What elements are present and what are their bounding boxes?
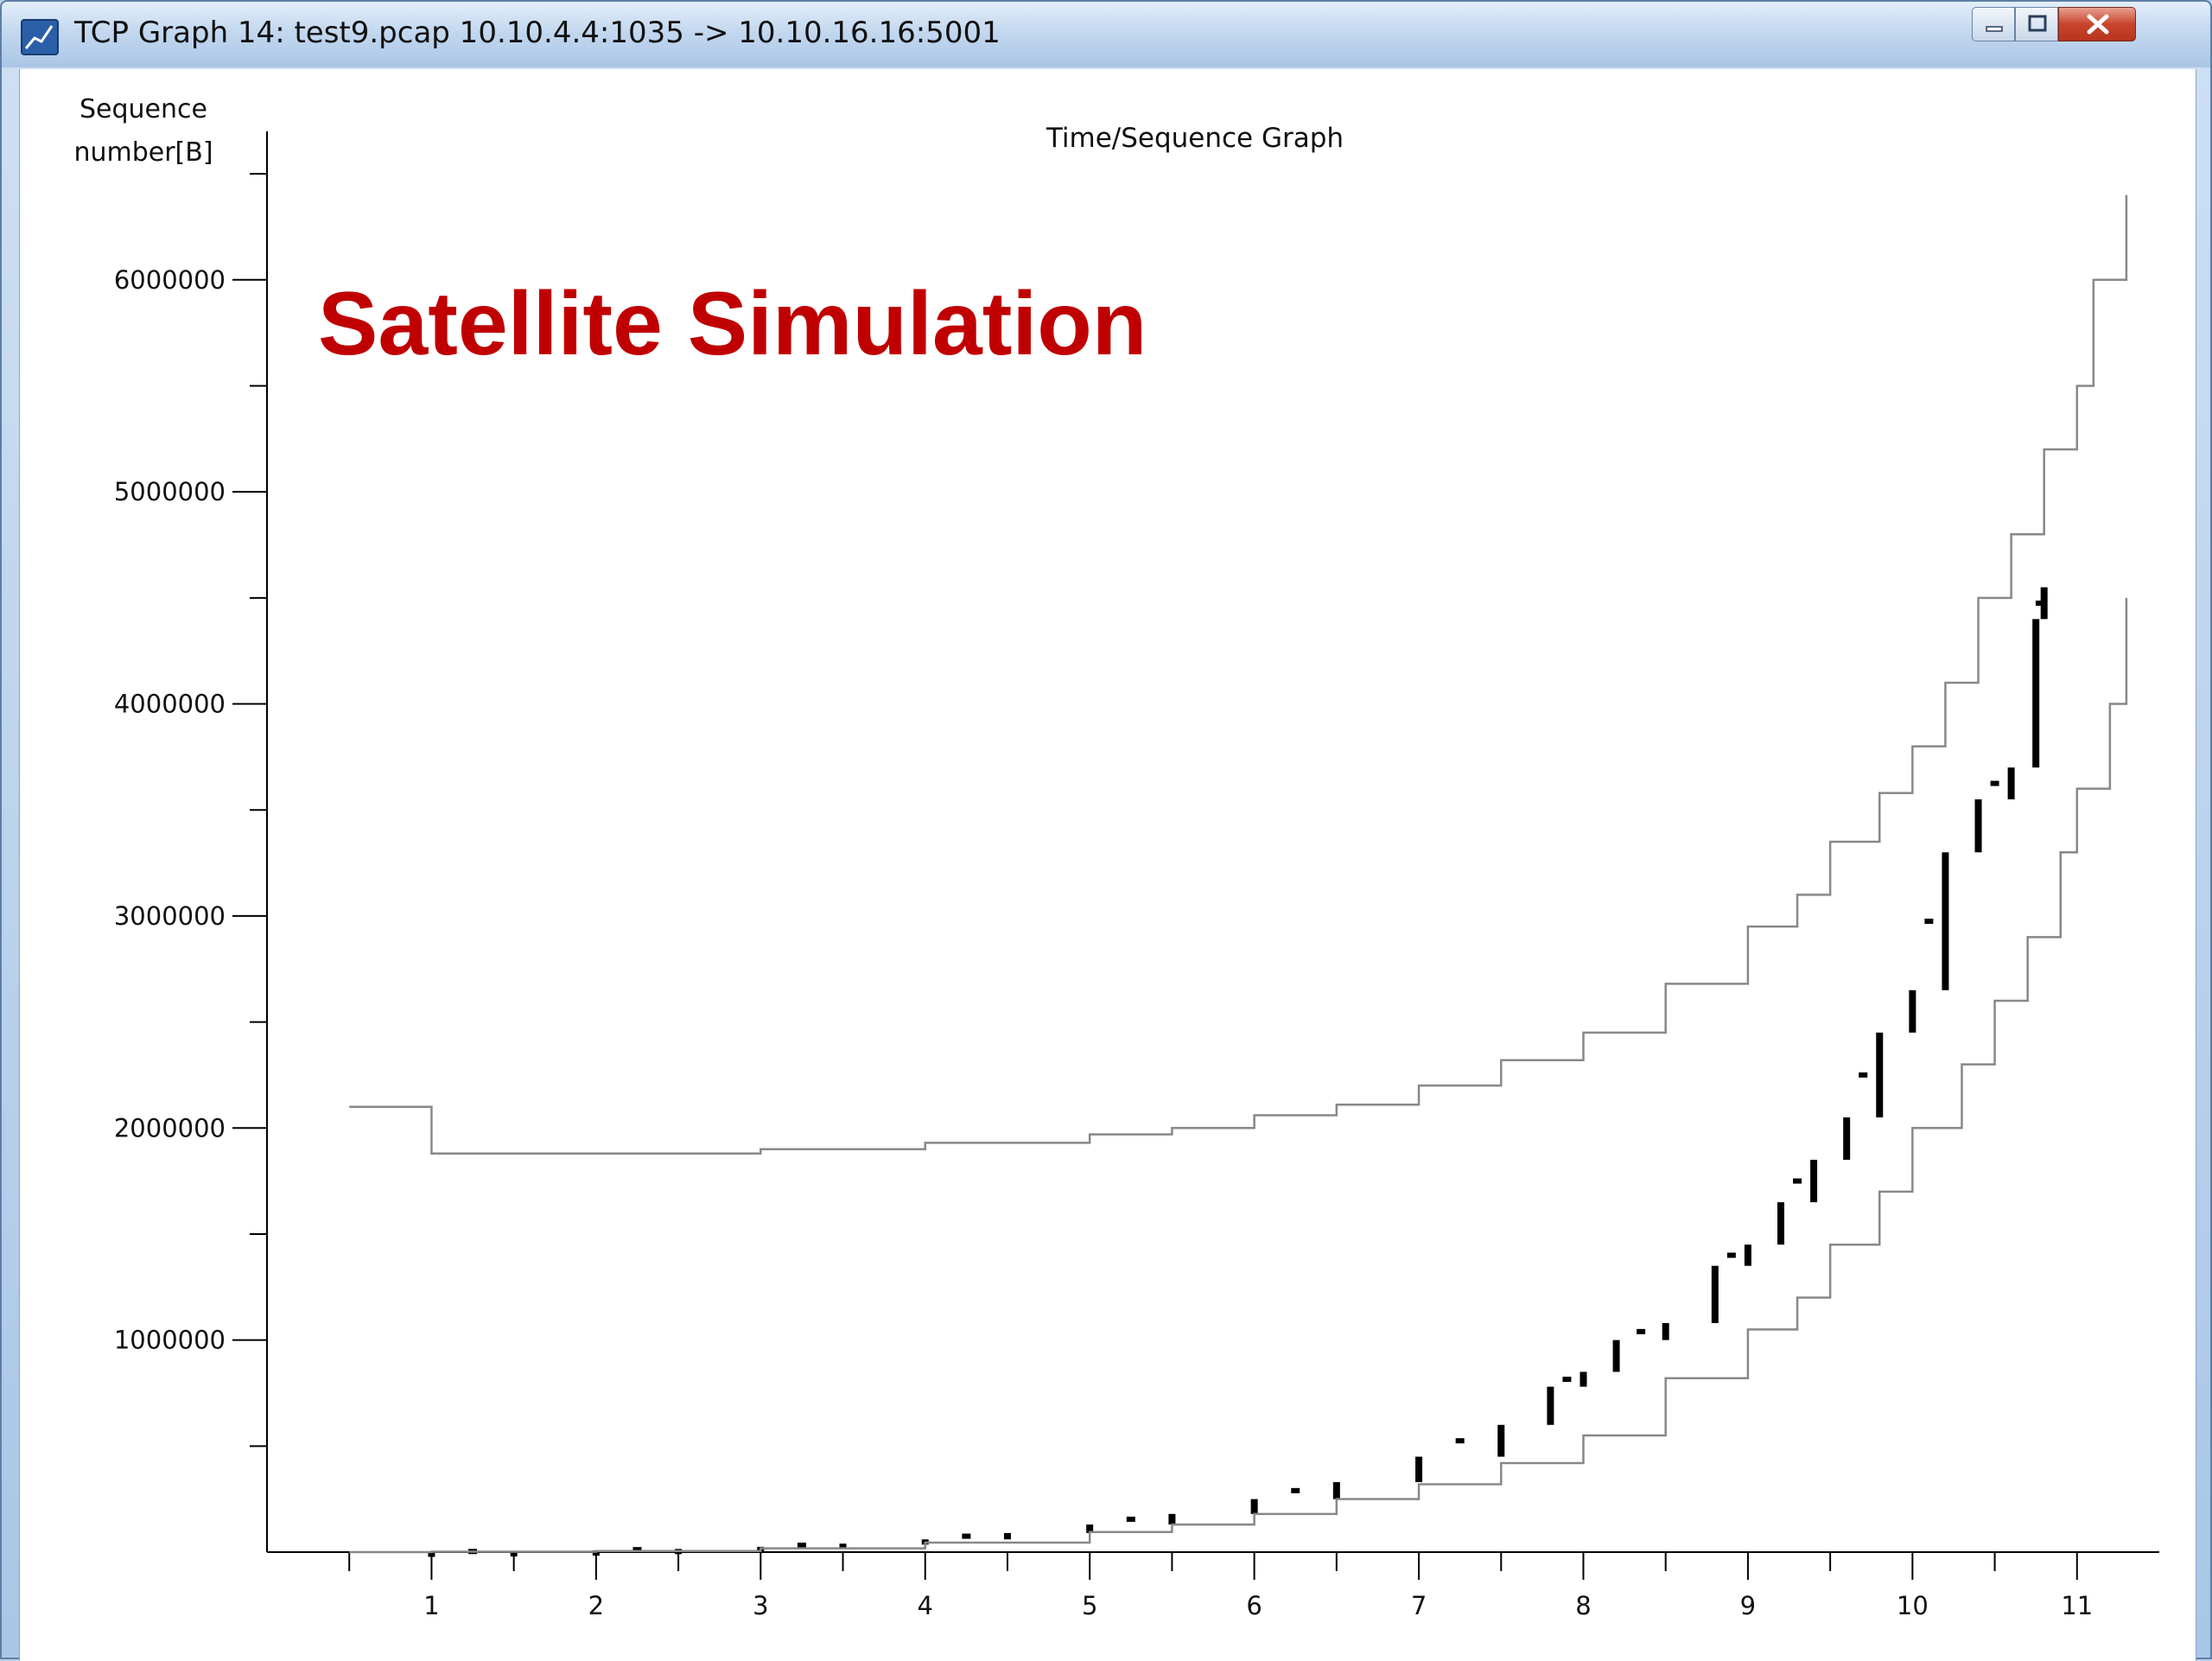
data-segment-dot — [2035, 600, 2044, 606]
title-bar[interactable]: TCP Graph 14: test9.pcap 10.10.4.4:1035 … — [2, 2, 2210, 67]
x-tick-label-2: 2 — [588, 1591, 604, 1620]
close-button[interactable] — [2058, 7, 2136, 41]
x-tick-label-10: 10 — [1897, 1591, 1929, 1620]
series-window-line — [349, 194, 2128, 1155]
data-segment — [1415, 1456, 1423, 1483]
data-segment — [1580, 1371, 1587, 1387]
data-segment-dot — [1637, 1328, 1646, 1334]
data-segment — [1711, 1265, 1719, 1323]
chart-title: Time/Sequence Graph — [1046, 123, 1344, 154]
data-segment — [1843, 1117, 1851, 1161]
y-tick-label-5000000: 5000000 — [114, 477, 226, 506]
y-tick-label-1000000: 1000000 — [114, 1326, 226, 1355]
series-ack-line — [349, 597, 2128, 1554]
data-segment — [1086, 1524, 1094, 1533]
x-tick-label-5: 5 — [1082, 1591, 1097, 1620]
data-segment — [1744, 1244, 1751, 1266]
data-segment — [1942, 852, 1949, 990]
data-segment — [428, 1551, 435, 1557]
data-segment — [1662, 1322, 1669, 1340]
data-segment-dot — [1859, 1072, 1868, 1078]
data-segment — [1168, 1513, 1176, 1525]
data-segment — [510, 1551, 518, 1557]
y-tick-label-2000000: 2000000 — [114, 1113, 226, 1142]
x-tick-label-9: 9 — [1740, 1591, 1756, 1620]
y-tick-label-3000000: 3000000 — [114, 901, 226, 931]
satellite-simulation-annotation: Satellite Simulation — [318, 274, 1147, 374]
x-tick-label-1: 1 — [423, 1591, 439, 1620]
data-segment — [1497, 1424, 1505, 1457]
data-segment-dot — [962, 1533, 971, 1539]
data-segment — [1974, 799, 1982, 853]
data-segment — [1612, 1340, 1620, 1372]
data-segment — [2032, 619, 2040, 768]
data-segment-dot — [632, 1547, 642, 1553]
data-segment-dot — [797, 1543, 806, 1549]
x-tick-label-6: 6 — [1246, 1591, 1262, 1620]
y-axis-label-line2: number[B] — [73, 137, 213, 168]
data-segment-dot — [1562, 1377, 1572, 1383]
series-data-segments — [428, 587, 2048, 1557]
maximize-button[interactable] — [2015, 7, 2058, 41]
minimize-button[interactable] — [1972, 7, 2015, 41]
y-axis-label-line1: Sequence — [79, 94, 207, 124]
data-segment-dot — [1126, 1516, 1135, 1522]
y-tick-label-6000000: 6000000 — [114, 265, 226, 295]
data-segment-dot — [1924, 919, 1934, 925]
data-segment — [1876, 1032, 1884, 1117]
data-segment — [1547, 1386, 1554, 1425]
data-segment — [1909, 990, 1916, 1033]
data-segment-dot — [1455, 1438, 1465, 1444]
data-segment-dot — [1726, 1252, 1736, 1258]
maximize-icon — [2028, 15, 2047, 32]
time-sequence-chart[interactable]: Sequence number[B] Time/Sequence Graph S… — [20, 69, 2196, 1661]
y-tick-label-4000000: 4000000 — [114, 690, 226, 719]
x-tick-label-4: 4 — [918, 1591, 933, 1620]
data-segment-dot — [1990, 780, 1999, 786]
x-tick-label-8: 8 — [1575, 1591, 1591, 1620]
data-segment — [1250, 1499, 1258, 1514]
data-segment — [2007, 767, 2015, 799]
x-tick-label-3: 3 — [753, 1591, 768, 1620]
data-segment-dot — [1291, 1487, 1300, 1493]
data-segment — [839, 1543, 847, 1550]
x-tick-label-11: 11 — [2061, 1591, 2093, 1620]
x-tick-label-7: 7 — [1411, 1591, 1427, 1620]
graph-app-icon — [21, 19, 59, 55]
data-segment — [1810, 1160, 1818, 1203]
data-segment-dot — [1793, 1178, 1802, 1184]
axis-ticks: 1 2 3 4 5 6 7 8 9 10 11 1000000 2000000 3000000 400000… — [114, 173, 2093, 1620]
data-segment — [1332, 1482, 1340, 1499]
data-segment — [592, 1550, 600, 1556]
graph-area[interactable]: Sequence number[B] Time/Sequence Graph S… — [19, 69, 2196, 1661]
data-series — [349, 194, 2128, 1557]
data-segment — [1777, 1202, 1784, 1245]
close-icon — [2087, 14, 2109, 35]
minimize-icon — [1986, 26, 2003, 32]
window-title: TCP Graph 14: test9.pcap 10.10.4.4:1035 … — [74, 16, 1001, 50]
data-segment — [1003, 1532, 1011, 1540]
